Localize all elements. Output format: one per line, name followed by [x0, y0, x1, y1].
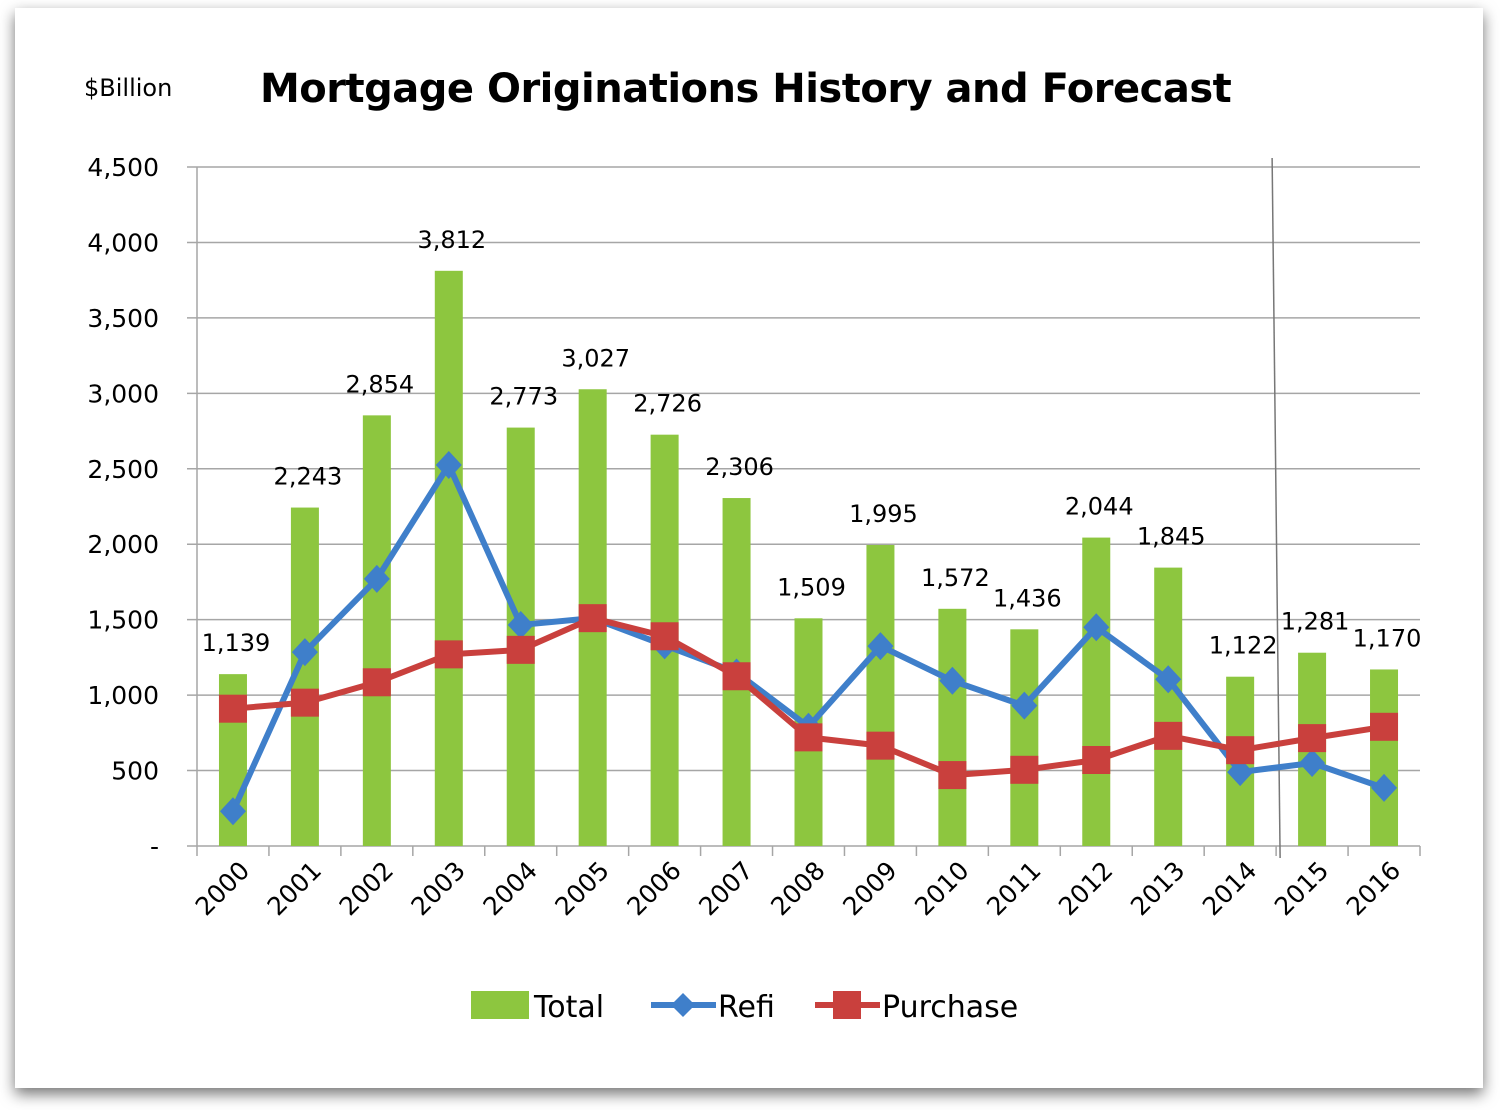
y-tick-label: 4,000: [87, 228, 159, 257]
chart-title: Mortgage Originations History and Foreca…: [260, 66, 1232, 112]
marker-refi: [507, 610, 534, 639]
x-tick-label: 2010: [909, 856, 974, 921]
data-label-total: 1,139: [202, 629, 271, 657]
bar-total: [362, 415, 391, 846]
y-tick-label: 500: [111, 757, 159, 786]
x-tick-label: 2001: [262, 856, 327, 921]
marker-purchase: [1082, 745, 1111, 774]
y-tick-label: -: [150, 832, 159, 861]
x-tick-label: 2015: [1269, 856, 1334, 921]
marker-refi: [1299, 749, 1326, 778]
x-tick-label: 2011: [981, 856, 1046, 921]
marker-purchase: [866, 731, 895, 760]
marker-purchase: [578, 604, 607, 633]
marker-purchase: [1298, 724, 1327, 753]
marker-refi: [1083, 613, 1110, 642]
marker-refi: [435, 451, 462, 480]
data-label-total: 1,281: [1281, 608, 1350, 636]
legend-label-purchase: Purchase: [882, 990, 1018, 1025]
marker-refi: [219, 797, 246, 826]
forecast-divider: [1271, 157, 1281, 859]
x-tick-label: 2002: [334, 856, 399, 921]
marker-purchase: [1370, 712, 1399, 741]
marker-purchase: [722, 662, 751, 691]
data-label-total: 1,436: [993, 584, 1062, 612]
data-label-total: 1,995: [849, 500, 918, 528]
legend-swatch-total: [471, 991, 529, 1019]
marker-refi: [867, 632, 894, 661]
data-label-total: 2,726: [633, 390, 702, 418]
x-tick-label: 2007: [693, 856, 758, 921]
y-tick-label: 3,500: [87, 304, 159, 333]
x-tick-label: 2012: [1053, 856, 1118, 921]
marker-purchase: [1226, 736, 1255, 765]
y-tick-label: 4,500: [87, 153, 159, 182]
x-tick-label: 2014: [1197, 856, 1262, 921]
y-tick-label: 1,000: [87, 681, 159, 710]
data-label-total: 2,773: [489, 383, 558, 411]
data-label-total: 1,509: [777, 573, 846, 601]
marker-purchase: [218, 694, 247, 723]
data-label-total: 3,812: [417, 226, 486, 254]
marker-refi: [1227, 758, 1254, 787]
x-tick-label: 2006: [621, 856, 686, 921]
bar-total: [1154, 567, 1183, 846]
bar-total: [938, 608, 967, 846]
x-tick-label: 2004: [477, 856, 542, 921]
data-label-total: 3,027: [561, 344, 630, 372]
marker-purchase: [506, 635, 535, 664]
x-tick-label: 2016: [1341, 856, 1406, 921]
marker-refi: [939, 666, 966, 695]
x-tick-label: 2000: [190, 856, 255, 921]
data-label-total: 2,306: [705, 453, 774, 481]
marker-purchase: [362, 668, 391, 697]
bar-total: [434, 270, 463, 847]
marker-purchase: [650, 622, 679, 651]
data-label-total: 2,854: [345, 370, 414, 398]
marker-refi: [1011, 691, 1038, 720]
marker-purchase: [1154, 721, 1183, 750]
data-label-total: 1,845: [1137, 523, 1206, 551]
data-label-total: 2,243: [274, 463, 343, 491]
bar-total: [1010, 629, 1039, 846]
marker-refi: [363, 564, 390, 593]
bar-total: [1082, 537, 1111, 846]
data-label-total: 1,572: [921, 564, 990, 592]
data-label-total: 2,044: [1065, 493, 1134, 521]
legend-label-total: Total: [533, 990, 604, 1025]
data-label-total: 1,122: [1209, 632, 1278, 660]
bar-total: [1370, 669, 1399, 846]
marker-purchase: [434, 640, 463, 669]
legend-marker-purchase: [833, 991, 861, 1019]
x-tick-label: 2003: [406, 856, 471, 921]
data-label-total: 1,170: [1353, 624, 1422, 652]
legend-label-refi: Refi: [718, 990, 775, 1025]
bar-total: [866, 544, 895, 846]
y-tick-label: 2,000: [87, 530, 159, 559]
x-tick-label: 2008: [765, 856, 830, 921]
marker-purchase: [290, 688, 319, 717]
x-tick-label: 2013: [1125, 856, 1190, 921]
marker-refi: [1371, 773, 1398, 802]
y-tick-label: 3,000: [87, 379, 159, 408]
y-axis-unit-label: $Billion: [84, 74, 173, 102]
y-tick-label: 1,500: [87, 606, 159, 635]
marker-purchase: [794, 723, 823, 752]
marker-purchase: [1010, 755, 1039, 784]
y-tick-label: 2,500: [87, 455, 159, 484]
legend-marker-refi: [671, 993, 695, 1017]
marker-purchase: [938, 761, 967, 790]
x-tick-label: 2009: [837, 856, 902, 921]
x-tick-label: 2005: [549, 856, 614, 921]
marker-refi: [291, 638, 318, 667]
marker-refi: [1155, 665, 1182, 694]
